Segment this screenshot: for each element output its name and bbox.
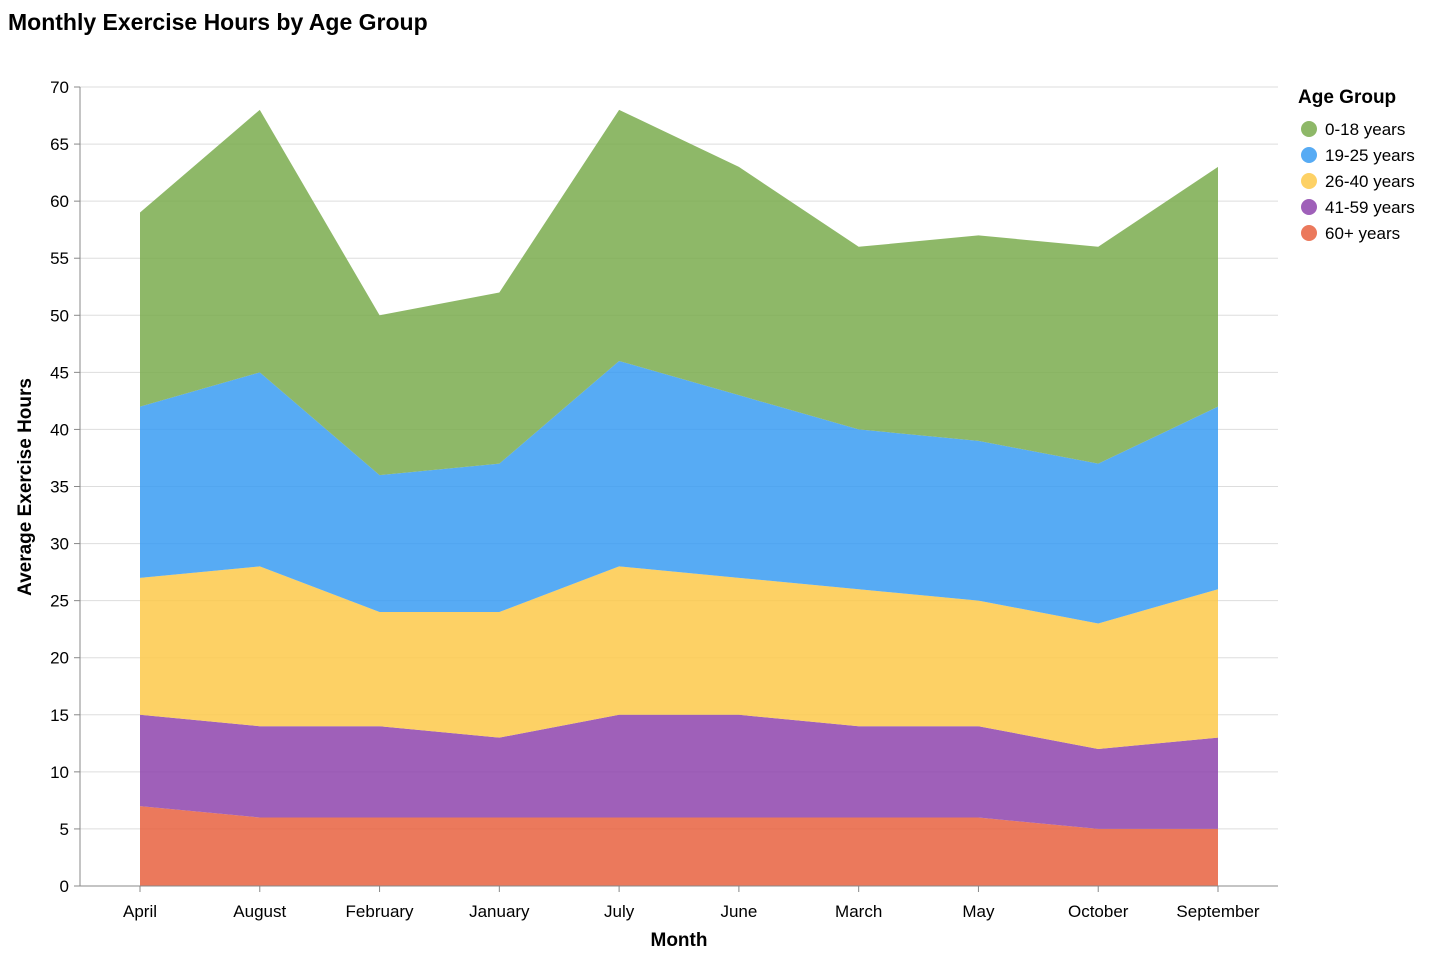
x-tick-label: February [346,902,415,921]
x-tick-label: April [123,902,157,921]
legend-swatch [1301,147,1317,163]
legend: Age Group 0-18 years 19-25 years 26-40 yea… [1298,87,1415,243]
x-tick-label: August [233,902,286,921]
chart-title: Monthly Exercise Hours by Age Group [8,9,428,35]
y-tick-label: 25 [50,592,69,611]
y-tick-label: 70 [50,78,69,97]
legend-label: 19-25 years [1325,146,1415,165]
x-axis-title: Month [651,930,708,951]
legend-swatch [1301,199,1317,215]
x-tick-label: June [720,902,757,921]
legend-swatch [1301,225,1317,241]
x-tick-label: July [604,902,635,921]
y-tick-label: 0 [60,877,69,896]
x-tick-label: March [835,902,882,921]
area-0-18-years [140,109,1218,476]
y-tick-label: 55 [50,249,69,268]
y-tick-label: 65 [50,135,69,154]
y-tick-label: 50 [50,306,69,325]
legend-label: 26-40 years [1325,172,1415,191]
y-tick-label: 15 [50,706,69,725]
area-19-25-years [140,360,1218,624]
legend-swatch [1301,173,1317,189]
y-tick-label: 5 [60,820,69,839]
area-60plus-years [140,806,1218,886]
y-tick-label: 60 [50,192,69,211]
area-series-layer [140,109,1218,886]
y-tick-label: 20 [50,649,69,668]
legend-label: 41-59 years [1325,198,1415,217]
y-tick-label: 30 [50,535,69,554]
legend-label: 0-18 years [1325,120,1405,139]
axes: 0 5 10 15 20 25 30 35 40 45 50 55 60 65 70 April August F… [50,78,1278,921]
x-tick-label: May [962,902,995,921]
legend-swatch [1301,121,1317,137]
area-41-59-years [140,714,1218,829]
y-tick-label: 45 [50,363,69,382]
y-tick-label: 10 [50,763,69,782]
x-tick-label: January [469,902,530,921]
y-axis-title: Average Exercise Hours [15,378,36,596]
legend-label: 60+ years [1325,224,1400,243]
x-tick-label: October [1068,902,1129,921]
y-tick-label: 35 [50,478,69,497]
x-tick-label: September [1176,902,1259,921]
y-tick-label: 40 [50,420,69,439]
legend-title: Age Group [1298,87,1396,108]
